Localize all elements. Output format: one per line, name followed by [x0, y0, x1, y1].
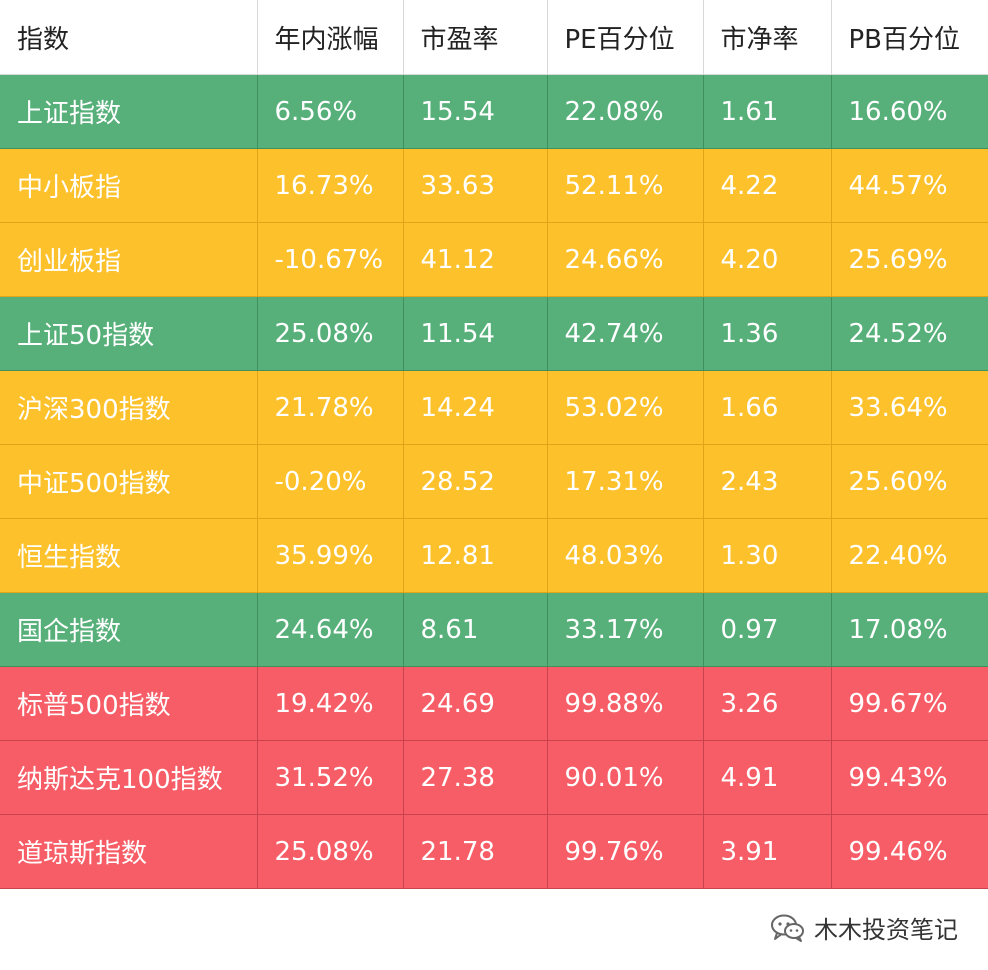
cell-ytd-change: 31.52% — [256, 740, 404, 815]
cell-pb-percentile: 25.69% — [830, 222, 988, 297]
cell-ytd-change: 25.08% — [256, 814, 404, 889]
cell-ytd-change: -0.20% — [256, 444, 404, 519]
cell-pb: 3.91 — [702, 814, 832, 889]
cell-index-name: 上证指数 — [0, 74, 258, 149]
table-row: 上证指数 6.56% 15.54 22.08% 1.61 16.60% — [0, 74, 988, 149]
cell-ytd-change: -10.67% — [256, 222, 404, 297]
cell-pe-percentile: 53.02% — [546, 370, 704, 445]
cell-pb: 1.36 — [702, 296, 832, 371]
cell-pb-percentile: 24.52% — [830, 296, 988, 371]
cell-pb: 4.22 — [702, 148, 832, 223]
watermark: 木木投资笔记 — [770, 910, 958, 945]
cell-pb-percentile: 17.08% — [830, 592, 988, 667]
cell-ytd-change: 21.78% — [256, 370, 404, 445]
cell-index-name: 上证50指数 — [0, 296, 258, 371]
cell-pe-percentile: 24.66% — [546, 222, 704, 297]
cell-ytd-change: 16.73% — [256, 148, 404, 223]
cell-pb: 1.30 — [702, 518, 832, 593]
cell-index-name: 纳斯达克100指数 — [0, 740, 258, 815]
cell-pe: 41.12 — [402, 222, 548, 297]
cell-pb-percentile: 16.60% — [830, 74, 988, 149]
cell-pe: 28.52 — [402, 444, 548, 519]
cell-ytd-change: 6.56% — [256, 74, 404, 149]
cell-pe-percentile: 33.17% — [546, 592, 704, 667]
cell-ytd-change: 19.42% — [256, 666, 404, 741]
cell-pb-percentile: 99.67% — [830, 666, 988, 741]
cell-index-name: 中小板指 — [0, 148, 258, 223]
cell-ytd-change: 24.64% — [256, 592, 404, 667]
cell-pe: 21.78 — [402, 814, 548, 889]
header-cell-pb-percentile: PB百分位 — [830, 0, 988, 75]
table-row: 纳斯达克100指数 31.52% 27.38 90.01% 4.91 99.43% — [0, 740, 988, 815]
cell-pe: 15.54 — [402, 74, 548, 149]
cell-pe: 11.54 — [402, 296, 548, 371]
cell-pe: 33.63 — [402, 148, 548, 223]
table-row: 道琼斯指数 25.08% 21.78 99.76% 3.91 99.46% — [0, 814, 988, 889]
cell-index-name: 沪深300指数 — [0, 370, 258, 445]
table-row: 国企指数 24.64% 8.61 33.17% 0.97 17.08% — [0, 592, 988, 667]
cell-pb-percentile: 22.40% — [830, 518, 988, 593]
cell-pe-percentile: 99.76% — [546, 814, 704, 889]
cell-pe: 14.24 — [402, 370, 548, 445]
cell-index-name: 道琼斯指数 — [0, 814, 258, 889]
cell-pb: 1.61 — [702, 74, 832, 149]
cell-pe-percentile: 22.08% — [546, 74, 704, 149]
cell-index-name: 中证500指数 — [0, 444, 258, 519]
cell-index-name: 恒生指数 — [0, 518, 258, 593]
cell-pb: 4.20 — [702, 222, 832, 297]
cell-pb-percentile: 33.64% — [830, 370, 988, 445]
header-cell-index: 指数 — [0, 0, 258, 75]
cell-pe-percentile: 90.01% — [546, 740, 704, 815]
cell-index-name: 创业板指 — [0, 222, 258, 297]
cell-pb: 1.66 — [702, 370, 832, 445]
valuation-table: 指数 年内涨幅 市盈率 PE百分位 市净率 PB百分位 上证指数 6.56% 15.… — [0, 0, 988, 889]
header-cell-pe: 市盈率 — [402, 0, 548, 75]
table-row: 创业板指 -10.67% 41.12 24.66% 4.20 25.69% — [0, 222, 988, 297]
header-cell-pe-percentile: PE百分位 — [546, 0, 704, 75]
cell-pb: 0.97 — [702, 592, 832, 667]
table-header-row: 指数 年内涨幅 市盈率 PE百分位 市净率 PB百分位 — [0, 0, 988, 75]
cell-index-name: 国企指数 — [0, 592, 258, 667]
cell-pe-percentile: 48.03% — [546, 518, 704, 593]
cell-pe: 24.69 — [402, 666, 548, 741]
table-row: 标普500指数 19.42% 24.69 99.88% 3.26 99.67% — [0, 666, 988, 741]
watermark-text: 木木投资笔记 — [814, 916, 958, 944]
cell-pe: 12.81 — [402, 518, 548, 593]
header-cell-ytd-change: 年内涨幅 — [256, 0, 404, 75]
cell-pb-percentile: 99.46% — [830, 814, 988, 889]
cell-pb-percentile: 44.57% — [830, 148, 988, 223]
table-row: 恒生指数 35.99% 12.81 48.03% 1.30 22.40% — [0, 518, 988, 593]
cell-pe-percentile: 52.11% — [546, 148, 704, 223]
table-body: 上证指数 6.56% 15.54 22.08% 1.61 16.60% 中小板指 16.73%… — [0, 74, 988, 889]
table-row: 中证500指数 -0.20% 28.52 17.31% 2.43 25.60% — [0, 444, 988, 519]
cell-pe-percentile: 99.88% — [546, 666, 704, 741]
cell-pb-percentile: 25.60% — [830, 444, 988, 519]
cell-pb: 2.43 — [702, 444, 832, 519]
header-cell-pb: 市净率 — [702, 0, 832, 75]
table-row: 沪深300指数 21.78% 14.24 53.02% 1.66 33.64% — [0, 370, 988, 445]
wechat-icon — [771, 914, 804, 942]
table-row: 中小板指 16.73% 33.63 52.11% 4.22 44.57% — [0, 148, 988, 223]
cell-ytd-change: 35.99% — [256, 518, 404, 593]
cell-ytd-change: 25.08% — [256, 296, 404, 371]
cell-pe: 8.61 — [402, 592, 548, 667]
cell-pe-percentile: 42.74% — [546, 296, 704, 371]
cell-pb: 4.91 — [702, 740, 832, 815]
cell-pb: 3.26 — [702, 666, 832, 741]
cell-index-name: 标普500指数 — [0, 666, 258, 741]
cell-pe: 27.38 — [402, 740, 548, 815]
cell-pb-percentile: 99.43% — [830, 740, 988, 815]
cell-pe-percentile: 17.31% — [546, 444, 704, 519]
table-row: 上证50指数 25.08% 11.54 42.74% 1.36 24.52% — [0, 296, 988, 371]
